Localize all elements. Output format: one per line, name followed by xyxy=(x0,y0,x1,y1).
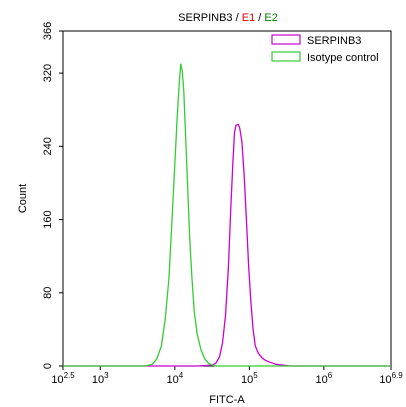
x-tick-label: 104 xyxy=(166,371,183,386)
x-tick-exp: 5 xyxy=(253,371,258,380)
series-line-serpinb3 xyxy=(63,123,391,367)
x-tick-label: 106.9 xyxy=(379,371,403,386)
x-tick-label: 102.5 xyxy=(51,371,75,386)
legend-swatch xyxy=(271,34,301,45)
x-tick-base: 10 xyxy=(166,374,178,386)
x-tick-label: 105 xyxy=(241,371,258,386)
title-part-4: E2 xyxy=(264,12,277,24)
y-tick-label: 320 xyxy=(42,64,54,82)
legend-label: SERPINB3 xyxy=(307,35,361,47)
plot-area xyxy=(62,30,392,367)
legend: SERPINB3 Isotype control xyxy=(271,34,379,64)
x-tick-label: 106 xyxy=(316,371,333,386)
x-tick-exp: 2.5 xyxy=(64,371,76,380)
x-tick-base: 10 xyxy=(241,374,253,386)
title-part-3: / xyxy=(255,12,264,24)
plot-frame-box xyxy=(62,30,392,367)
title-part-2: E1 xyxy=(242,12,255,24)
legend-swatch xyxy=(271,51,301,62)
y-tick-label: 0 xyxy=(42,363,54,369)
x-tick-exp: 3 xyxy=(104,371,109,380)
x-tick-label: 103 xyxy=(92,371,109,386)
y-tick-label: 80 xyxy=(42,287,54,299)
series-line-isotype-control xyxy=(63,63,391,367)
x-tick-exp: 4 xyxy=(179,371,184,380)
x-tick-exp: 6 xyxy=(328,371,333,380)
title-part-1: / xyxy=(233,12,242,24)
y-tick-label: 366 xyxy=(42,22,54,40)
x-tick-base: 10 xyxy=(379,374,391,386)
y-tick-label: 160 xyxy=(42,210,54,228)
y-tick-label: 240 xyxy=(42,137,54,155)
x-tick-exp: 6.9 xyxy=(392,371,404,380)
y-axis-label: Count xyxy=(17,184,29,213)
x-axis-label: FITC-A xyxy=(209,394,245,406)
legend-label: Isotype control xyxy=(307,52,379,64)
x-axis: 102.5 103 104 105 106 106.9 xyxy=(51,366,403,386)
x-tick-base: 10 xyxy=(316,374,328,386)
x-tick-base: 10 xyxy=(51,374,63,386)
title-part-0: SERPINB3 xyxy=(178,12,232,24)
x-tick-base: 10 xyxy=(92,374,104,386)
y-axis: 0 80 160 240 320 366 xyxy=(42,22,63,369)
chart-title-text: SERPINB3 / E1 / E2 xyxy=(178,12,278,24)
chart-title: SERPINB3 / E1 / E2 xyxy=(178,12,278,24)
series-group xyxy=(63,63,391,367)
